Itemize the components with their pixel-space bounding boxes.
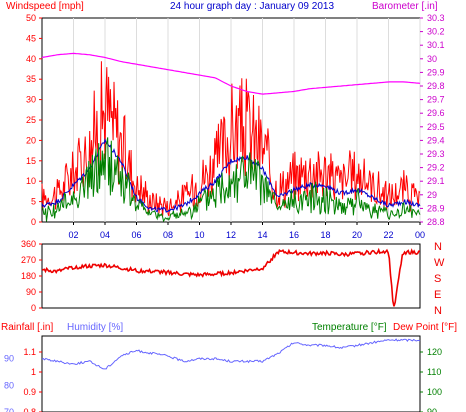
baro-tick-label: 29.7	[427, 95, 445, 105]
wind-tick-label: 25	[26, 115, 36, 125]
x-tick-label: 20	[352, 230, 362, 240]
x-tick-label: 18	[320, 230, 330, 240]
rain-tick-label: 0.8	[23, 407, 36, 412]
x-tick-label: 08	[163, 230, 173, 240]
barometer-line	[41, 52, 421, 95]
dewpoint-axis-label: Dew Point [°F]	[393, 322, 457, 333]
wind-tick-label: 5	[31, 197, 36, 207]
direction-tick-label: 360	[21, 239, 36, 249]
wind-tick-label: 50	[26, 13, 36, 23]
direction-tick-label: 270	[21, 255, 36, 265]
wind-tick-label: 45	[26, 33, 36, 43]
wind-left-ticks: 0 5 10 15 20 25 30 35 40 45 50	[26, 13, 42, 227]
temperature-tick-label: 110	[427, 367, 441, 377]
baro-tick-label: 30.3	[427, 13, 445, 23]
baro-tick-label: 29.4	[427, 135, 445, 145]
direction-line	[41, 247, 421, 307]
temperature-axis-label: Temperature [°F]	[312, 322, 387, 333]
humidity-tick-label: 70	[4, 407, 14, 412]
baro-tick-label: 29.2	[427, 163, 445, 173]
baro-tick-label: 29.1	[427, 176, 445, 186]
direction-left-ticks: 0 90 180 270 360	[21, 239, 42, 313]
temperature-tick-label: 120	[427, 347, 442, 357]
temperature-tick-label: 100	[427, 387, 442, 397]
x-tick-label: 04	[100, 230, 110, 240]
compass-label: S	[434, 273, 441, 285]
x-tick-label: 10	[194, 230, 204, 240]
baro-tick-label: 29.8	[427, 81, 445, 91]
baro-right-ticks: 28.8 28.9 29 29.1 29.2 29.3 29.4 29.5 29.6 29.7 29…	[420, 13, 445, 227]
humidity-tick-label: 90	[4, 354, 14, 364]
x-tick-label: 12	[226, 230, 236, 240]
baro-tick-label: 28.9	[427, 203, 445, 213]
wind-tick-label: 35	[26, 74, 36, 84]
rain-axis-label: Rainfall [.in]	[1, 322, 53, 333]
direction-tick-label: 90	[26, 287, 36, 297]
wind-series-line-2	[41, 137, 421, 223]
direction-tick-label: 0	[31, 303, 36, 313]
climate-left-ticks: 70 80 90 0.8 0.9 1 1.1	[4, 347, 42, 412]
humidity-line	[41, 338, 421, 370]
baro-axis-label: Barometer [.in]	[372, 1, 438, 12]
humidity-tick-label: 80	[4, 380, 14, 390]
wind-tick-label: 10	[26, 176, 36, 186]
wind-tick-label: 15	[26, 156, 36, 166]
wind-tick-label: 0	[31, 217, 36, 227]
baro-tick-label: 29.5	[427, 122, 445, 132]
climate-series	[41, 338, 421, 370]
compass-label: E	[434, 289, 441, 301]
baro-tick-label: 28.8	[427, 217, 445, 227]
baro-tick-label: 29	[427, 190, 437, 200]
chart-title: 24 hour graph day : January 09 2013	[170, 1, 334, 12]
compass-label: N	[434, 241, 442, 253]
compass-label: N	[434, 305, 442, 317]
baro-tick-label: 30	[427, 54, 437, 64]
x-tick-label: 16	[289, 230, 299, 240]
x-tick-label: 14	[257, 230, 267, 240]
rain-tick-label: 1.1	[23, 347, 36, 357]
temperature-tick-label: 90	[427, 407, 437, 412]
x-axis-ticks: 02 04 06 08 10 12 14 16 18 20 22 00	[68, 222, 425, 240]
wind-series	[41, 52, 421, 223]
rain-tick-label: 0.9	[23, 387, 36, 397]
climate-panel-frame	[41, 335, 421, 412]
direction-tick-label: 180	[21, 271, 36, 281]
wind-series-line-0	[41, 61, 421, 217]
x-tick-label: 02	[68, 230, 78, 240]
x-tick-label: 22	[383, 230, 393, 240]
baro-tick-label: 30.1	[427, 40, 445, 50]
wind-tick-label: 40	[26, 54, 36, 64]
baro-tick-label: 29.9	[427, 67, 445, 77]
baro-tick-label: 30.2	[427, 27, 445, 37]
wind-axis-label: Windspeed [mph]	[6, 1, 84, 12]
rain-tick-label: 1	[31, 367, 36, 377]
humidity-axis-label: Humidity [%]	[67, 322, 123, 333]
direction-series	[41, 247, 421, 307]
wind-tick-label: 20	[26, 135, 36, 145]
compass-label: W	[434, 257, 445, 269]
baro-tick-label: 29.3	[427, 149, 445, 159]
baro-tick-label: 29.6	[427, 108, 445, 118]
climate-right-ticks: 90 100 110 120	[420, 347, 442, 412]
wind-tick-label: 30	[26, 95, 36, 105]
x-tick-label: 00	[415, 230, 425, 240]
x-tick-label: 06	[131, 230, 141, 240]
